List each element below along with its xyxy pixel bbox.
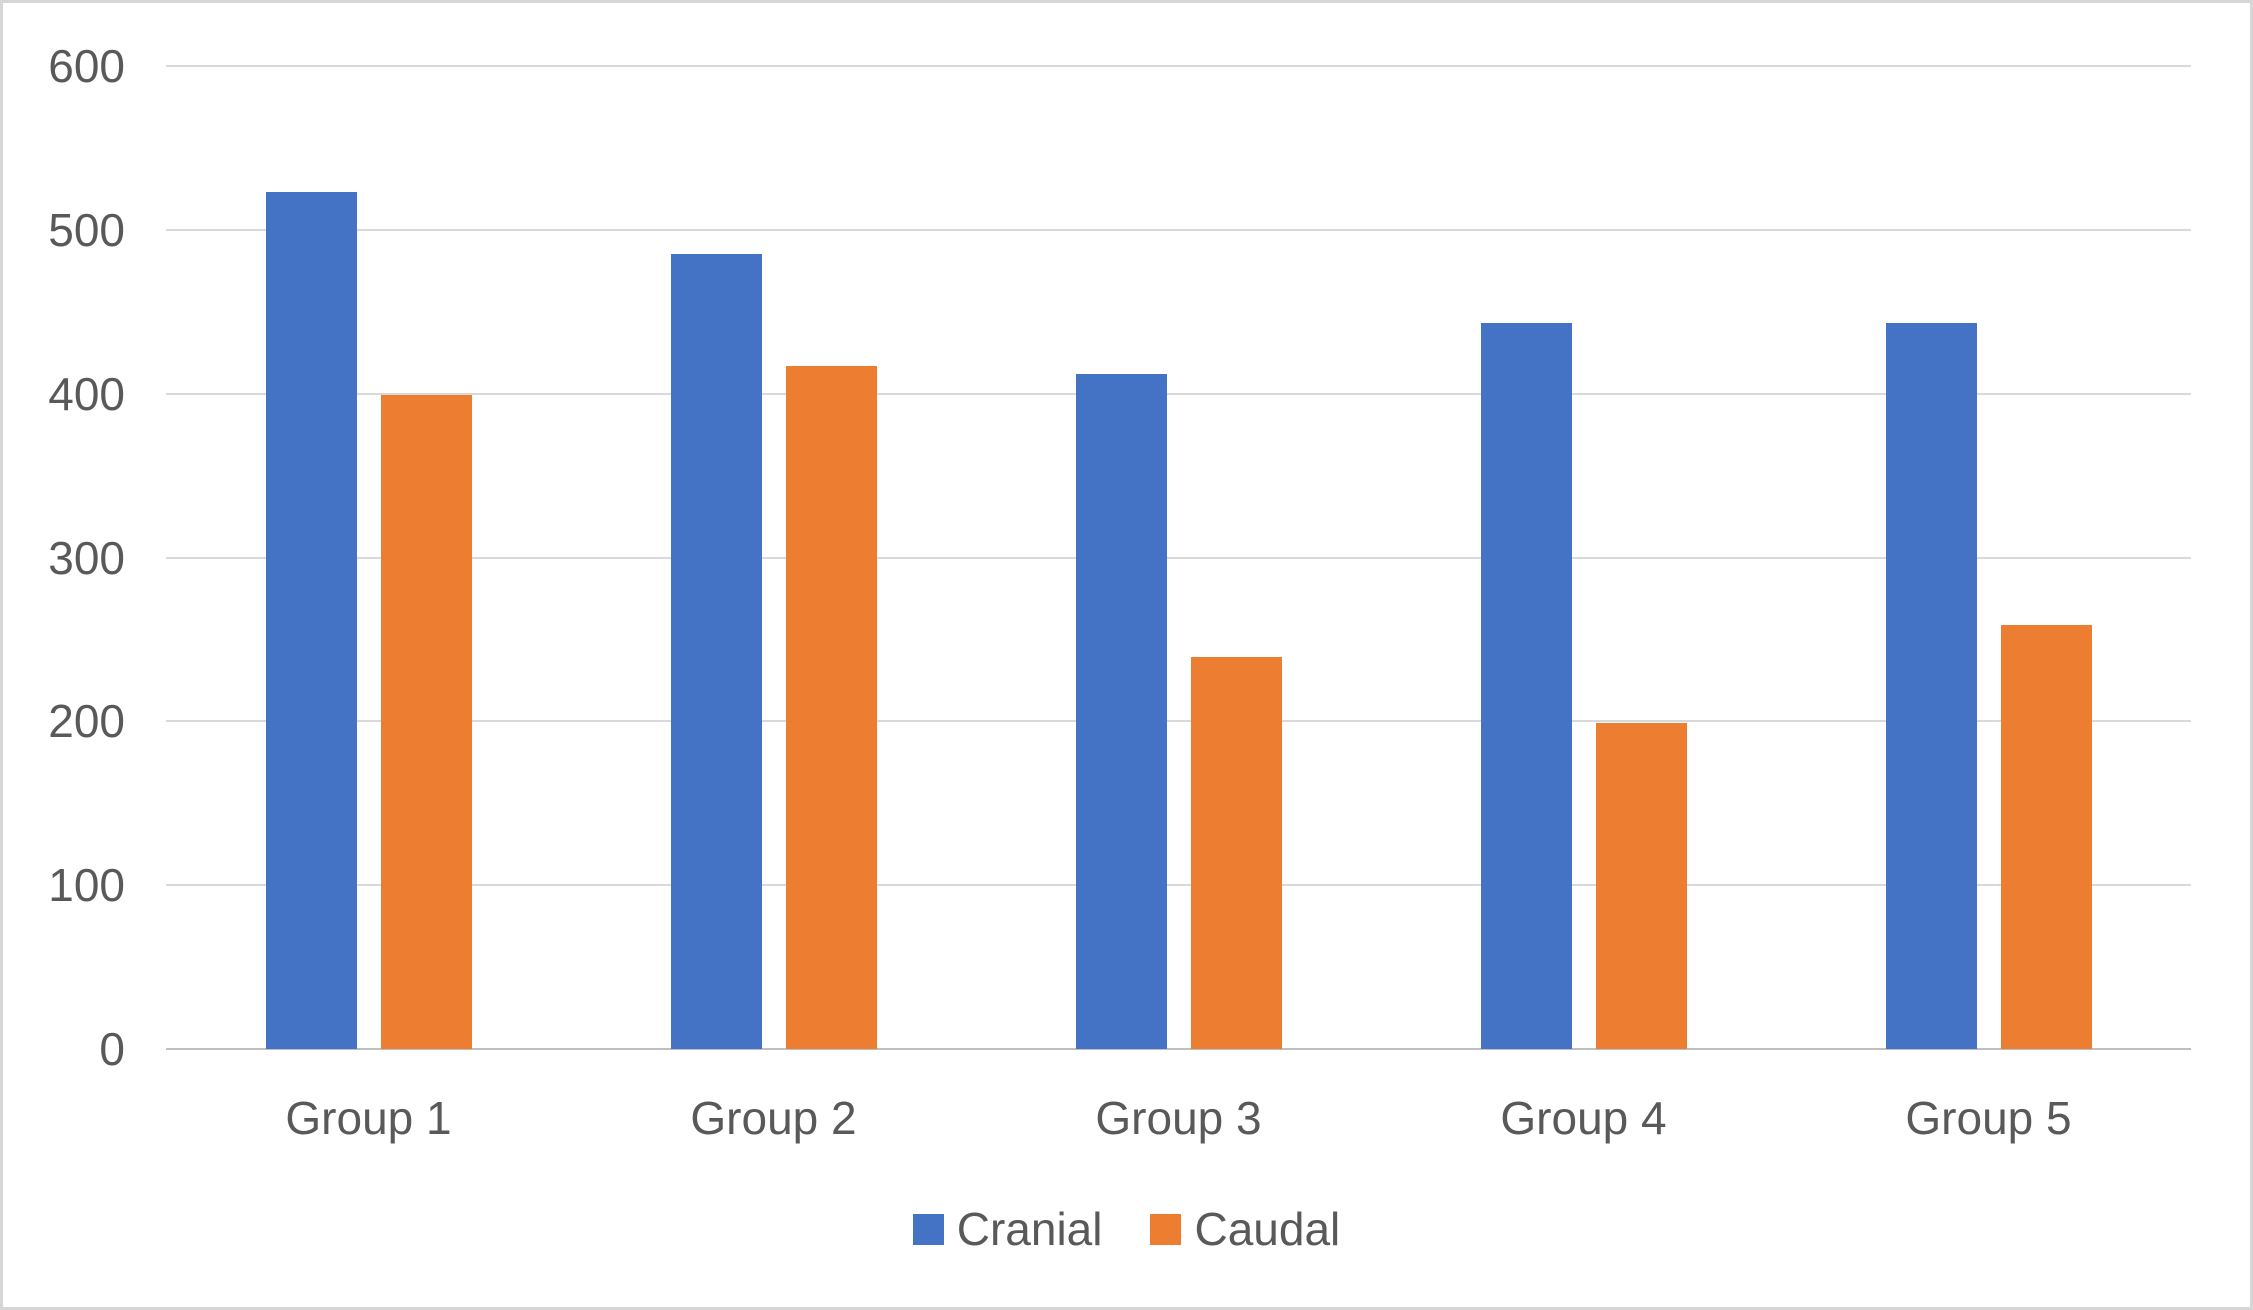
- x-axis-line: [166, 1048, 2191, 1050]
- legend-swatch-cranial: [912, 1213, 944, 1245]
- x-axis-label-group-4: Group 4: [1500, 1092, 1667, 1144]
- bar-caudal-group-5: [2000, 625, 2092, 1049]
- legend-item-cranial: Cranial: [912, 1199, 1103, 1259]
- plot-area: [166, 65, 2191, 1050]
- gridline-400: [166, 392, 2191, 395]
- bar-cranial-group-2: [670, 254, 762, 1049]
- legend-swatch-caudal: [1150, 1213, 1182, 1245]
- x-axis-label-group-1: Group 1: [285, 1092, 452, 1144]
- y-tick-label-0: 0: [99, 1023, 125, 1075]
- legend-label-cranial: Cranial: [956, 1203, 1103, 1255]
- gridline-200: [166, 720, 2191, 723]
- bar-cranial-group-4: [1480, 323, 1572, 1049]
- bar-caudal-group-1: [380, 395, 472, 1049]
- bar-caudal-group-2: [785, 366, 877, 1049]
- gridline-100: [166, 884, 2191, 887]
- bar-cranial-group-3: [1075, 374, 1167, 1049]
- chart-legend: Cranial Caudal: [3, 1199, 2250, 1259]
- bar-cranial-group-1: [265, 192, 357, 1049]
- x-axis-label-group-2: Group 2: [690, 1092, 857, 1144]
- y-tick-label-400: 400: [48, 367, 125, 420]
- bar-caudal-group-4: [1595, 723, 1687, 1049]
- y-tick-label-600: 600: [48, 40, 125, 92]
- legend-label-caudal: Caudal: [1194, 1203, 1341, 1255]
- y-tick-label-100: 100: [48, 859, 125, 912]
- bar-cranial-group-5: [1885, 323, 1977, 1049]
- gridline-500: [166, 228, 2191, 231]
- y-tick-label-500: 500: [48, 203, 125, 256]
- y-tick-label-300: 300: [48, 531, 125, 584]
- y-tick-label-200: 200: [48, 695, 125, 748]
- x-axis-label-group-5: Group 5: [1905, 1092, 2072, 1144]
- legend-item-caudal: Caudal: [1150, 1199, 1340, 1259]
- gridline-300: [166, 556, 2191, 559]
- gridline-600: [166, 65, 2191, 67]
- bar-caudal-group-3: [1190, 657, 1282, 1049]
- x-axis-label-group-3: Group 3: [1095, 1092, 1262, 1144]
